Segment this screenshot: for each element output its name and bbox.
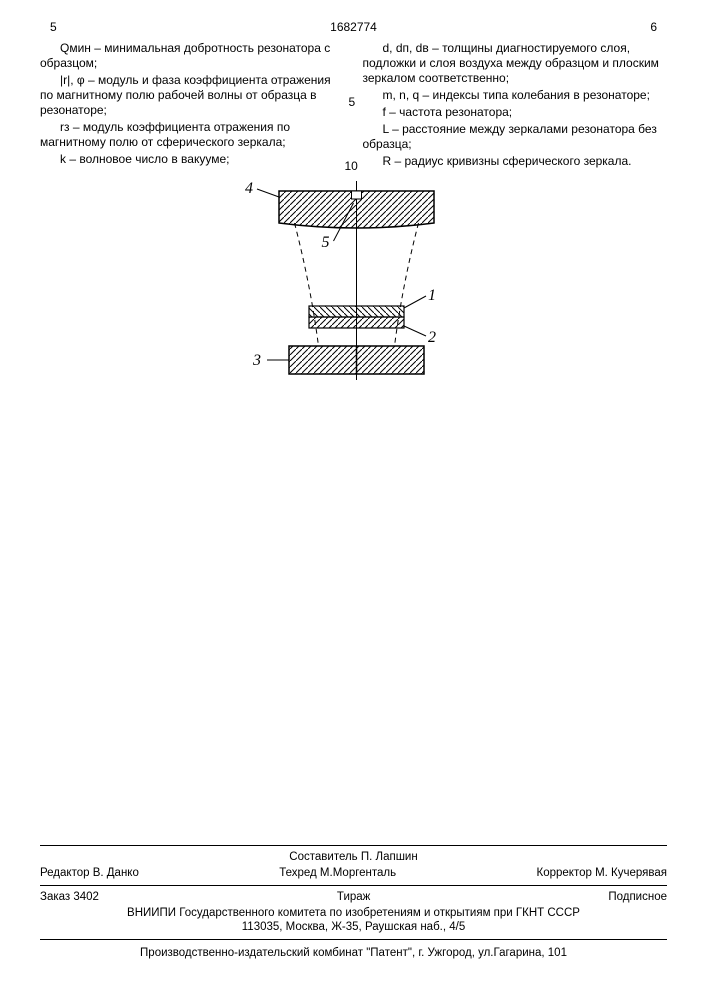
divider	[40, 939, 667, 940]
svg-text:3: 3	[252, 352, 261, 369]
print-plant: Производственно-издательский комбинат "П…	[40, 946, 667, 960]
text-columns: Qмин – минимальная добротность резонатор…	[40, 41, 667, 171]
svg-text:4: 4	[245, 181, 253, 197]
divider	[40, 885, 667, 886]
left-column: Qмин – минимальная добротность резонатор…	[40, 41, 345, 171]
compiler: Составитель П. Лапшин	[40, 850, 667, 864]
line-number-5: 5	[349, 95, 356, 110]
def-L: L – расстояние между зеркалами резонатор…	[363, 122, 668, 152]
tirazh: Тираж	[337, 890, 370, 904]
org-line-2: 113035, Москва, Ж-35, Раушская наб., 4/5	[40, 920, 667, 934]
org-line-1: ВНИИПИ Государственного комитета по изоб…	[40, 906, 667, 920]
def-r-phi: |r|, φ – модуль и фаза коэффициента отра…	[40, 73, 345, 118]
def-d: d, dп, dв – толщины диагностируемого сло…	[363, 41, 668, 86]
credits-row: Редактор В. Данко Техред М.Моргенталь Ко…	[40, 866, 667, 880]
techred: Техред М.Моргенталь	[279, 866, 396, 880]
def-rz: rз – модуль коэффициента отражения по ма…	[40, 120, 345, 150]
def-R: R – радиус кривизны сферического зеркала…	[363, 154, 668, 169]
col-num-right: 6	[650, 20, 657, 35]
podpisnoe: Подписное	[608, 890, 667, 904]
svg-text:5: 5	[321, 234, 329, 251]
editor: Редактор В. Данко	[40, 866, 139, 880]
divider	[40, 845, 667, 846]
doc-number: 1682774	[330, 20, 377, 35]
def-f: f – частота резонатора;	[363, 105, 668, 120]
page: 5 1682774 6 Qмин – минимальная добротнос…	[0, 0, 707, 1000]
svg-text:2: 2	[428, 329, 436, 346]
line-number-10: 10	[345, 159, 358, 174]
right-column: 5 10 d, dп, dв – толщины диагностируемог…	[363, 41, 668, 171]
def-mnq: m, n, q – индексы типа колебания в резон…	[363, 88, 668, 103]
order-row: Заказ 3402 Тираж Подписное	[40, 890, 667, 904]
page-header: 5 1682774 6	[40, 20, 667, 35]
def-k: k – волновое число в вакууме;	[40, 152, 345, 167]
svg-text:1: 1	[428, 287, 436, 304]
order-number: Заказ 3402	[40, 890, 99, 904]
footer: Составитель П. Лапшин Редактор В. Данко …	[40, 841, 667, 960]
corrector: Корректор М. Кучерявая	[537, 866, 667, 880]
def-qmin: Qмин – минимальная добротность резонатор…	[40, 41, 345, 71]
resonator-diagram: 4 5 1 2 3	[224, 181, 484, 411]
col-num-left: 5	[50, 20, 57, 35]
